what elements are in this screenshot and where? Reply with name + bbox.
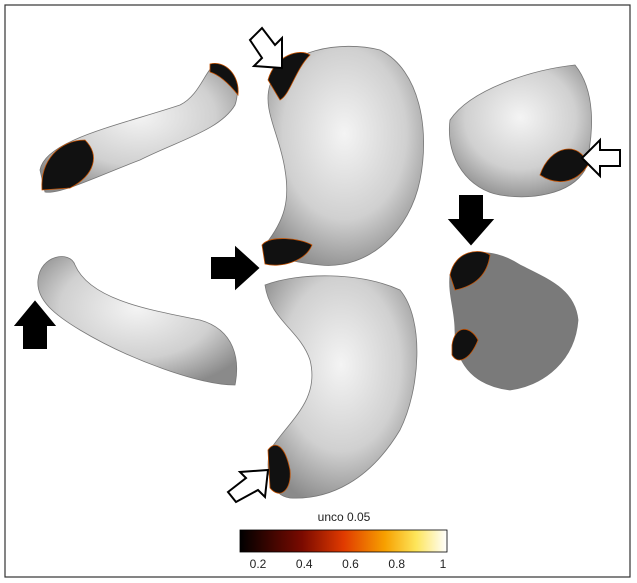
colorbar-label: unco 0.05: [318, 510, 371, 524]
colorbar-tick-label: 1: [440, 557, 447, 571]
colorbar-tick-label: 0.8: [388, 557, 405, 571]
figure: unco 0.05 0.2 0.4 0.6 0.8 1: [0, 0, 637, 583]
colorbar-scale: [240, 530, 447, 552]
colorbar-tick-label: 0.2: [250, 557, 267, 571]
colorbar-tick-label: 0.6: [342, 557, 359, 571]
colorbar-tick-label: 0.4: [296, 557, 313, 571]
